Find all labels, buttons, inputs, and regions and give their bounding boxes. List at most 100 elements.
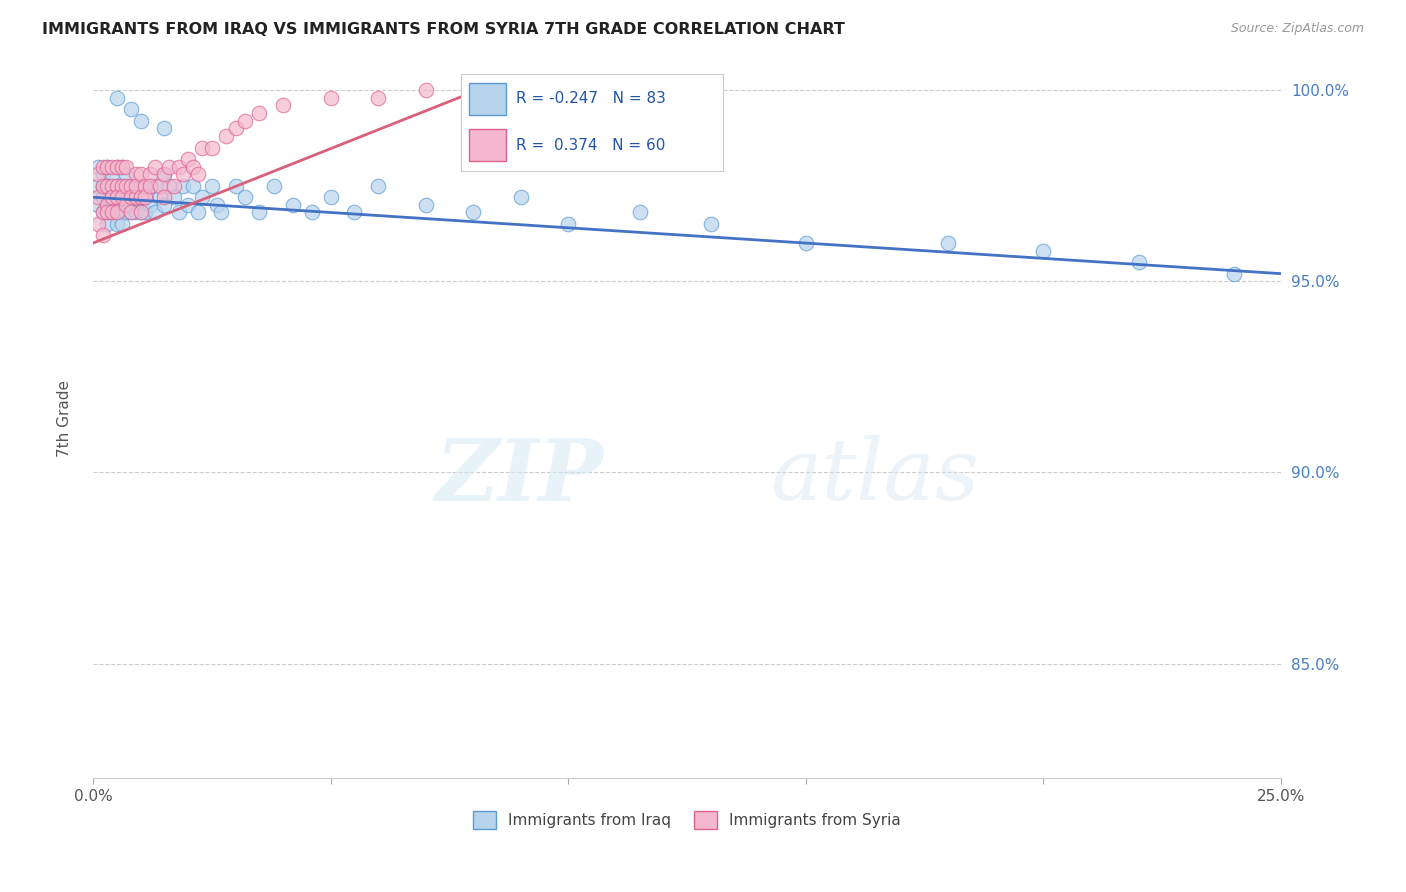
Point [105, 178, 128, 193]
Point [87, 217, 110, 231]
Point [96, 205, 118, 219]
Point [247, 106, 270, 120]
Point [509, 190, 531, 204]
Point [115, 160, 138, 174]
Point [367, 178, 389, 193]
Point [101, 178, 124, 193]
Text: atlas: atlas [770, 435, 980, 517]
Point [134, 205, 156, 219]
Point [101, 190, 124, 204]
Point [157, 160, 180, 174]
Point [96, 198, 118, 212]
Point [557, 217, 579, 231]
Point [101, 160, 124, 174]
Point [148, 190, 170, 204]
Text: ZIP: ZIP [436, 434, 605, 518]
Point [938, 236, 960, 251]
Point [110, 178, 132, 193]
Point [120, 190, 142, 204]
Point [139, 178, 162, 193]
Point [96, 205, 118, 219]
Point [125, 178, 148, 193]
Point [191, 190, 214, 204]
Point [125, 198, 148, 212]
Point [125, 178, 148, 193]
Point [157, 178, 180, 193]
Point [110, 178, 132, 193]
Point [120, 103, 142, 117]
Point [110, 160, 132, 174]
Point [148, 178, 170, 193]
Point [129, 167, 152, 181]
Point [105, 91, 128, 105]
Point [415, 198, 437, 212]
Point [139, 178, 162, 193]
Point [129, 205, 152, 219]
Point [101, 205, 124, 219]
Point [120, 178, 142, 193]
Point [139, 198, 162, 212]
Point [139, 167, 162, 181]
Point [187, 167, 209, 181]
Point [319, 190, 342, 204]
Point [101, 167, 124, 181]
Point [129, 178, 152, 193]
Point [96, 178, 118, 193]
Point [134, 178, 156, 193]
Point [91, 178, 114, 193]
Point [794, 236, 817, 251]
Point [1032, 244, 1054, 258]
Point [367, 91, 389, 105]
Point [233, 113, 256, 128]
Point [201, 140, 224, 154]
Point [101, 178, 124, 193]
Point [115, 167, 138, 181]
Point [209, 205, 232, 219]
Point [153, 167, 176, 181]
Text: Source: ZipAtlas.com: Source: ZipAtlas.com [1230, 22, 1364, 36]
Point [1222, 267, 1244, 281]
Point [105, 190, 128, 204]
Point [181, 160, 204, 174]
Point [115, 198, 138, 212]
Point [215, 129, 238, 144]
Point [101, 198, 124, 212]
Point [96, 178, 118, 193]
Point [120, 190, 142, 204]
Point [129, 190, 152, 204]
Point [129, 190, 152, 204]
Point [1128, 255, 1150, 269]
Point [163, 190, 186, 204]
Point [120, 205, 142, 219]
Point [120, 205, 142, 219]
Point [105, 178, 128, 193]
Point [143, 178, 166, 193]
Point [87, 190, 110, 204]
Point [110, 198, 132, 212]
Text: IMMIGRANTS FROM IRAQ VS IMMIGRANTS FROM SYRIA 7TH GRADE CORRELATION CHART: IMMIGRANTS FROM IRAQ VS IMMIGRANTS FROM … [42, 22, 845, 37]
Point [129, 113, 152, 128]
Point [125, 190, 148, 204]
Point [110, 217, 132, 231]
Point [115, 198, 138, 212]
Point [105, 205, 128, 219]
Point [87, 167, 110, 181]
Point [172, 167, 194, 181]
Point [201, 178, 224, 193]
Point [233, 190, 256, 204]
Point [281, 198, 304, 212]
Point [485, 83, 508, 97]
Point [115, 205, 138, 219]
Point [167, 160, 190, 174]
Point [105, 160, 128, 174]
Point [463, 205, 485, 219]
Point [101, 205, 124, 219]
Legend: Immigrants from Iraq, Immigrants from Syria: Immigrants from Iraq, Immigrants from Sy… [467, 805, 907, 835]
Point [163, 178, 186, 193]
Point [343, 205, 366, 219]
Point [153, 198, 176, 212]
Point [271, 98, 294, 112]
Point [225, 178, 247, 193]
Point [87, 178, 110, 193]
Point [415, 83, 437, 97]
